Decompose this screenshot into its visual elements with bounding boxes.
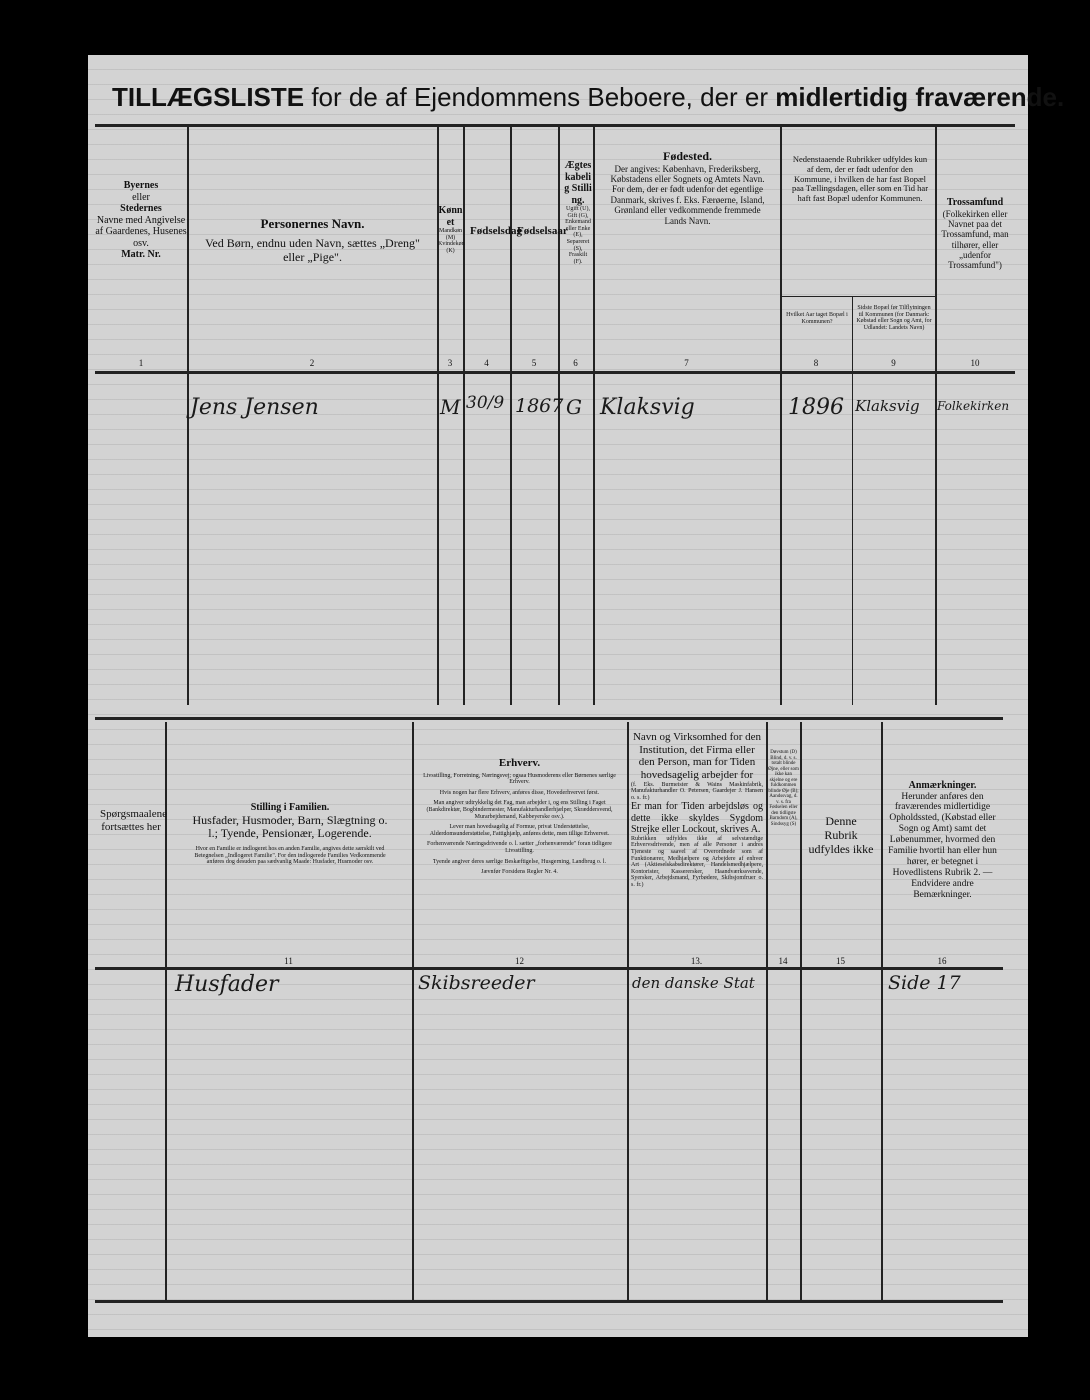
header-col-8: Hvilket Aar taget Bopæl i Kommunen? <box>786 312 848 325</box>
col-number: 12 <box>515 956 524 966</box>
col-line <box>780 127 782 705</box>
col-number: 14 <box>778 956 788 966</box>
header-col-4: Fødselsdag <box>470 225 522 237</box>
col-line <box>510 127 512 705</box>
col-line <box>437 127 439 705</box>
header-col-9: Sidste Bopæl før Tilflytningen til Kommu… <box>856 305 932 331</box>
col-number: 13. <box>690 956 703 966</box>
rule <box>95 1300 1003 1303</box>
header-col-6: Ægteskabelig Stilling. Ugift (U), Gift (G… <box>564 160 592 265</box>
col-line <box>593 127 595 705</box>
religion: Folkekirken <box>937 399 1010 413</box>
col-line <box>165 722 167 1300</box>
rule <box>95 124 1015 127</box>
col-line <box>852 296 853 705</box>
col-number: 6 <box>573 358 578 368</box>
header-col-15: Denne Rubrik udfyldes ikke <box>808 814 874 856</box>
col-number: 8 <box>813 358 819 368</box>
rule <box>95 371 1015 374</box>
col-number: 7 <box>684 358 689 368</box>
header-col-5: Fødselsaar <box>517 225 568 237</box>
rule <box>780 296 935 297</box>
col-line <box>766 722 768 1300</box>
family-position: Husfader <box>175 972 279 997</box>
header-col-13: Navn og Virksomhed for den Institution, … <box>631 731 763 888</box>
person-name: Jens Jensen <box>190 395 319 420</box>
header-col-1: Byernes eller Stedernes Navne med Angivelse… <box>95 180 187 260</box>
sex: M <box>440 395 461 419</box>
col-number: 5 <box>531 358 537 368</box>
col-number: 2 <box>309 358 315 368</box>
col-line <box>463 127 465 705</box>
col-number: 3 <box>447 358 453 368</box>
employer: den danske Stat <box>632 974 755 992</box>
col-number: 1 <box>138 358 144 368</box>
col-line <box>881 722 883 1300</box>
col-number: 15 <box>836 956 845 966</box>
col-number: 16 <box>937 956 947 966</box>
header-col-7: Fødested. Der angives: København, Frederi… <box>610 149 765 226</box>
col-number: 4 <box>484 358 489 368</box>
col-line <box>558 127 560 705</box>
col-line <box>187 127 189 705</box>
col-line <box>412 722 414 1300</box>
col-number: 10 <box>970 358 980 368</box>
col-number: 11 <box>284 956 293 966</box>
header-col-3: Kønnet Mandkøn (M) Kvindekøn (K) <box>438 205 465 254</box>
last-residence: Klaksvig <box>855 397 920 415</box>
marital-status: G <box>566 395 582 419</box>
birthday: 30/9 <box>466 393 505 413</box>
col-line <box>935 127 937 705</box>
header-col-14: Døvstum (D) Blind, d. v. s. totalt blind… <box>768 750 799 827</box>
col-line <box>627 722 629 1300</box>
col-number: 9 <box>891 358 896 368</box>
col-line <box>800 722 802 1300</box>
rule <box>95 967 1003 970</box>
remarks: Side 17 <box>888 972 961 994</box>
birth-year: 1867 <box>515 395 564 417</box>
header-col-2: Personernes Navn. Ved Børn, endnu uden Na… <box>205 216 420 264</box>
continued-note: Spørgsmaalene fortsættes her <box>100 808 168 833</box>
header-col-11: Stilling i Familien. Husfader, Husmoder, … <box>192 802 388 866</box>
header-col-8-9-note: Nedenstaaende Rubrikker udfyldes kun af … <box>791 154 929 204</box>
occupation: Skibsreeder <box>418 972 535 994</box>
birthplace: Klaksvig <box>600 395 695 420</box>
header-col-16: Anmærkninger. Herunder anføres den fravær… <box>888 780 997 900</box>
rule <box>95 717 1003 720</box>
header-col-12: Erhverv. Livsstilling, Forretning, Nærin… <box>423 757 616 876</box>
form-title: TILLÆGSLISTE for de af Ejendommens Beboe… <box>112 82 1065 112</box>
header-col-10: Trossamfund (Folkekirken eller Navnet paa… <box>941 197 1009 271</box>
year-moved: 1896 <box>788 395 844 420</box>
